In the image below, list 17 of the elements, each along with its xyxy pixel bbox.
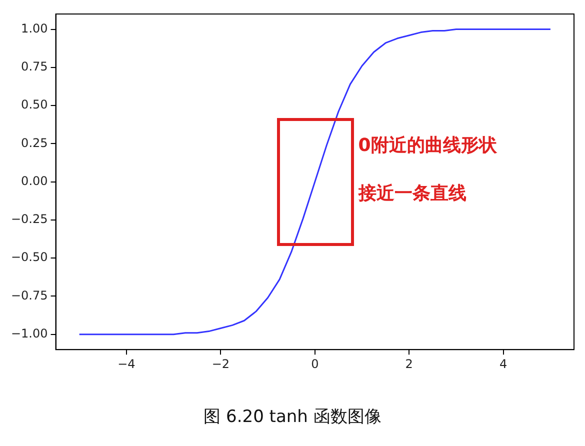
x-tick-label: 2 [405, 356, 413, 371]
y-tick-label: −0.50 [10, 250, 48, 264]
y-tick-label: −0.25 [10, 212, 48, 226]
y-tick-label: −1.00 [10, 326, 48, 340]
annotation: 0附近的曲线形状 [358, 134, 497, 158]
caption: 图 6.20 tanh 函数图像 [202, 406, 382, 428]
y-tick-label: 0.00 [21, 174, 48, 188]
y-tick-label: 1.00 [21, 21, 48, 36]
y-tick-label: 0.50 [21, 98, 48, 112]
y-tick-label: 0.75 [21, 60, 48, 74]
annotation: 接近一条直线 [358, 182, 468, 206]
y-tick-label: 0.25 [21, 136, 48, 150]
y-tick-label: −0.75 [10, 288, 48, 302]
x-tick-label: 4 [500, 356, 508, 371]
x-tick-label: 0 [311, 356, 319, 371]
x-tick-label: −2 [212, 356, 230, 371]
x-tick-label: −4 [118, 356, 136, 371]
